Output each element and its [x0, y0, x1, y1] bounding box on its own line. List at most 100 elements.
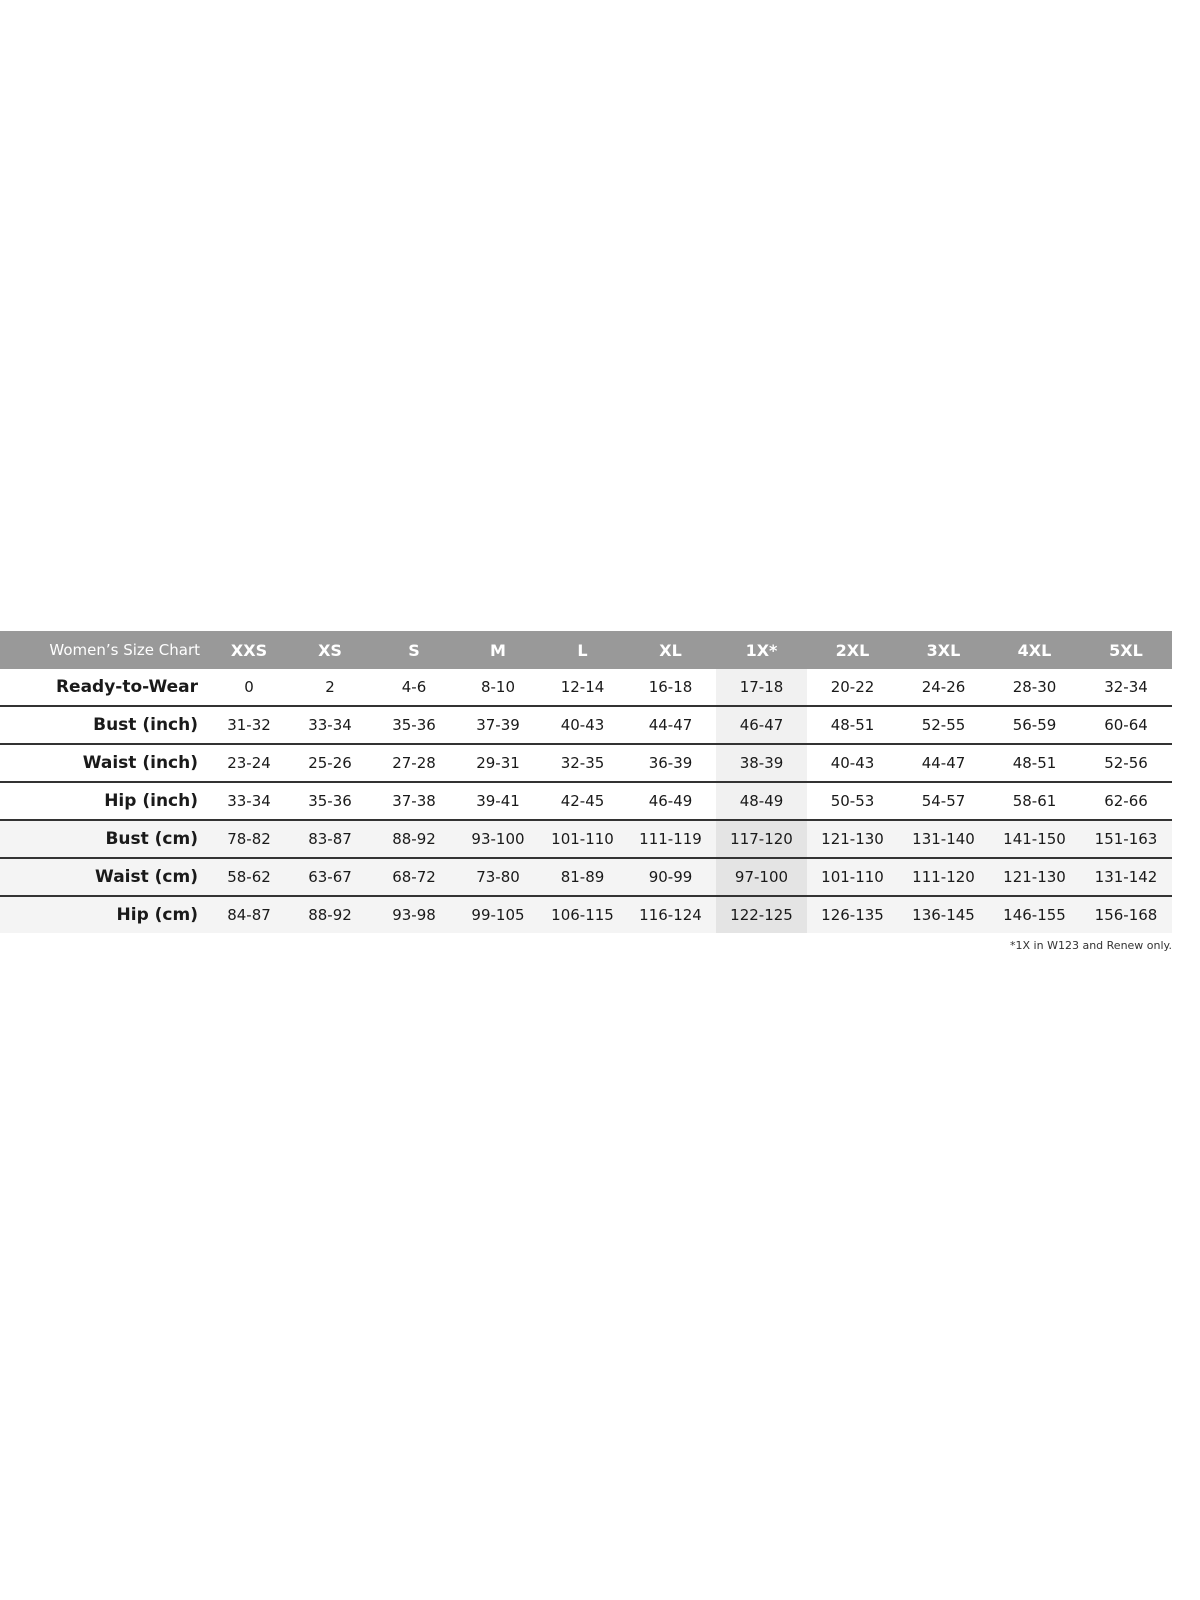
table-cell: 131-142: [1080, 858, 1172, 897]
table-cell: 68-72: [372, 858, 456, 897]
column-header-size: XS: [288, 631, 372, 669]
table-cell: 16-18: [625, 669, 716, 707]
table-cell: 136-145: [898, 896, 989, 933]
table-cell: 12-14: [540, 669, 625, 707]
table-cell: 151-163: [1080, 820, 1172, 859]
table-cell: 56-59: [989, 706, 1080, 745]
table-cell: 73-80: [456, 858, 540, 897]
table-cell: 58-62: [210, 858, 288, 897]
table-cell: 121-130: [989, 858, 1080, 897]
table-cell: 88-92: [288, 896, 372, 933]
table-cell: 52-55: [898, 706, 989, 745]
table-cell: 46-49: [625, 782, 716, 821]
table-cell: 28-30: [989, 669, 1080, 707]
table-cell: 8-10: [456, 669, 540, 707]
column-header-size: XL: [625, 631, 716, 669]
column-header-size: M: [456, 631, 540, 669]
table-cell: 33-34: [210, 782, 288, 821]
table-cell: 37-39: [456, 706, 540, 745]
table-cell: 52-56: [1080, 744, 1172, 783]
table-cell: 42-45: [540, 782, 625, 821]
table-cell: 99-105: [456, 896, 540, 933]
table-cell: 25-26: [288, 744, 372, 783]
table-cell: 83-87: [288, 820, 372, 859]
table-cell: 24-26: [898, 669, 989, 707]
table-cell: 117-120: [716, 820, 807, 859]
row-label: Bust (cm): [0, 820, 210, 859]
table-cell: 131-140: [898, 820, 989, 859]
row-label: Hip (cm): [0, 896, 210, 933]
column-header-size: XXS: [210, 631, 288, 669]
table-cell: 101-110: [807, 858, 898, 897]
table-cell: 40-43: [540, 706, 625, 745]
table-cell: 33-34: [288, 706, 372, 745]
table-cell: 101-110: [540, 820, 625, 859]
size-chart-title: Women’s Size Chart: [0, 631, 210, 669]
table-cell: 58-61: [989, 782, 1080, 821]
table-cell: 35-36: [372, 706, 456, 745]
table-cell: 32-34: [1080, 669, 1172, 707]
table-cell: 116-124: [625, 896, 716, 933]
table-cell: 122-125: [716, 896, 807, 933]
table-row: Ready-to-Wear 0 2 4-6 8-10 12-14 16-18 17-18 20-…: [0, 669, 1172, 707]
table-cell: 37-38: [372, 782, 456, 821]
table-cell: 78-82: [210, 820, 288, 859]
table-cell: 88-92: [372, 820, 456, 859]
table-cell: 106-115: [540, 896, 625, 933]
table-cell: 97-100: [716, 858, 807, 897]
table-cell: 35-36: [288, 782, 372, 821]
table-row: Bust (cm) 78-82 83-87 88-92 93-100 101-110 111…: [0, 820, 1172, 859]
column-header-size: L: [540, 631, 625, 669]
row-label: Bust (inch): [0, 706, 210, 745]
table-cell: 60-64: [1080, 706, 1172, 745]
table-cell: 2: [288, 669, 372, 707]
table-row: Hip (inch) 33-34 35-36 37-38 39-41 42-45 46-49…: [0, 782, 1172, 821]
table-cell: 29-31: [456, 744, 540, 783]
row-label: Ready-to-Wear: [0, 669, 210, 707]
table-cell: 0: [210, 669, 288, 707]
table-cell: 90-99: [625, 858, 716, 897]
table-cell: 84-87: [210, 896, 288, 933]
row-label: Waist (cm): [0, 858, 210, 897]
column-header-size: 3XL: [898, 631, 989, 669]
table-cell: 17-18: [716, 669, 807, 707]
column-header-size: S: [372, 631, 456, 669]
table-cell: 46-47: [716, 706, 807, 745]
table-cell: 54-57: [898, 782, 989, 821]
table-cell: 111-120: [898, 858, 989, 897]
row-label: Waist (inch): [0, 744, 210, 783]
table-cell: 48-51: [989, 744, 1080, 783]
table-cell: 27-28: [372, 744, 456, 783]
column-header-size: 1X*: [716, 631, 807, 669]
table-cell: 121-130: [807, 820, 898, 859]
table-row: Waist (inch) 23-24 25-26 27-28 29-31 32-35 36-…: [0, 744, 1172, 783]
table-cell: 62-66: [1080, 782, 1172, 821]
row-label: Hip (inch): [0, 782, 210, 821]
table-cell: 4-6: [372, 669, 456, 707]
table-cell: 31-32: [210, 706, 288, 745]
table-cell: 50-53: [807, 782, 898, 821]
table-cell: 93-100: [456, 820, 540, 859]
table-cell: 81-89: [540, 858, 625, 897]
table-cell: 32-35: [540, 744, 625, 783]
table-cell: 156-168: [1080, 896, 1172, 933]
table-cell: 126-135: [807, 896, 898, 933]
table-cell: 141-150: [989, 820, 1080, 859]
column-header-size: 4XL: [989, 631, 1080, 669]
table-cell: 36-39: [625, 744, 716, 783]
table-row: Hip (cm) 84-87 88-92 93-98 99-105 106-115 116-…: [0, 896, 1172, 933]
table-cell: 93-98: [372, 896, 456, 933]
table-cell: 44-47: [625, 706, 716, 745]
table-cell: 23-24: [210, 744, 288, 783]
table-cell: 38-39: [716, 744, 807, 783]
table-cell: 40-43: [807, 744, 898, 783]
table-cell: 39-41: [456, 782, 540, 821]
table-cell: 111-119: [625, 820, 716, 859]
table-cell: 63-67: [288, 858, 372, 897]
header-row: Women’s Size Chart XXS XS S M L XL 1X* 2XL 3XL 4X…: [0, 631, 1172, 669]
table-cell: 48-51: [807, 706, 898, 745]
table-row: Waist (cm) 58-62 63-67 68-72 73-80 81-89 90-99…: [0, 858, 1172, 897]
footnote: *1X in W123 and Renew only.: [1010, 939, 1172, 952]
table-cell: 20-22: [807, 669, 898, 707]
table-row: Bust (inch) 31-32 33-34 35-36 37-39 40-43 44-4…: [0, 706, 1172, 745]
